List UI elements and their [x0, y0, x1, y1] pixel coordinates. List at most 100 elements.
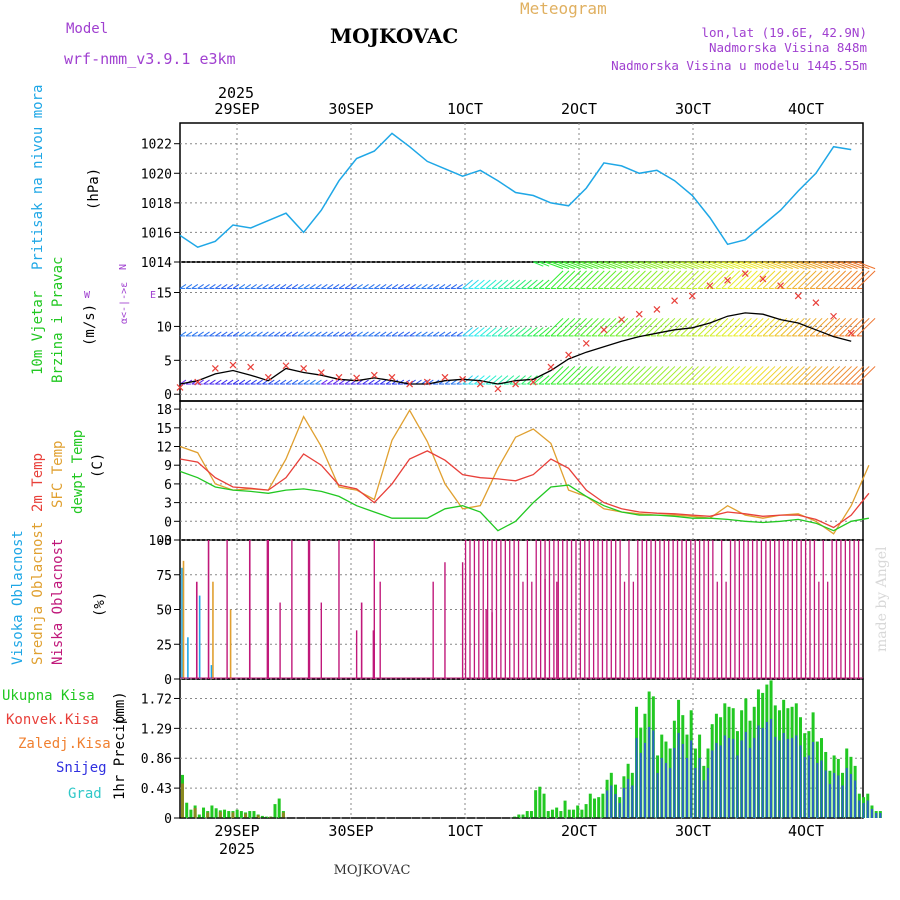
wind-barb: [833, 261, 852, 270]
wind-barb: [603, 270, 623, 289]
wind-barb: [338, 379, 346, 385]
mixed-precip-bar: [181, 783, 184, 818]
wind-barb: [215, 379, 222, 385]
wind-barb: [768, 317, 788, 337]
wind-barb: [650, 261, 670, 270]
precip-bar: [592, 798, 596, 818]
model-elevation: Nadmorska Visina u modelu 1445.55m: [611, 58, 867, 73]
wind-barb: [474, 327, 485, 337]
y-tick-label: -3: [156, 534, 172, 549]
wind-gust-marker: [777, 282, 784, 290]
precip-bar: [576, 805, 580, 818]
wind-barb: [462, 327, 473, 337]
legend-hail: Grad: [68, 786, 102, 802]
precip-bar: [210, 805, 214, 818]
snow-bar: [845, 767, 848, 818]
wind-barb: [326, 284, 334, 289]
snow-bar: [786, 738, 789, 818]
wind-gust-marker: [635, 310, 643, 318]
wind-barb: [421, 331, 428, 337]
y-tick-label: 0.86: [141, 752, 172, 767]
precip-bar: [202, 807, 206, 818]
wind-barb: [721, 317, 741, 337]
cloud-ylabel-low: Niska Oblacnost: [50, 539, 66, 665]
wind-gust-marker: [582, 339, 590, 347]
wind-barb: [450, 331, 458, 337]
snow-bar: [862, 802, 865, 818]
wind-barb: [244, 331, 252, 337]
wind-barb: [668, 366, 688, 385]
wind-barb: [550, 366, 570, 385]
day-label-bottom: 4OCT: [788, 822, 824, 840]
wind-barb: [827, 270, 847, 289]
y-tick-label: 0: [164, 388, 172, 403]
snow-bar: [614, 793, 617, 818]
snow-bar: [660, 757, 663, 818]
y-tick-label: 15: [156, 287, 172, 302]
wind-barb: [591, 261, 611, 270]
wind-barb: [786, 270, 805, 289]
y-tick-label: 1018: [141, 197, 172, 212]
wind-barb: [668, 317, 688, 337]
day-label-bottom: 2OCT: [561, 822, 597, 840]
wind-barb: [297, 284, 305, 289]
y-tick-label: 1.29: [141, 722, 172, 737]
wind-barb: [485, 279, 497, 289]
wind-barb: [438, 284, 446, 289]
wind-barb: [833, 366, 852, 385]
wind-barb: [450, 379, 458, 385]
wind-gust-marker: [847, 329, 855, 337]
wind-barb: [856, 317, 876, 337]
wind-barb: [238, 284, 246, 289]
wind-barb: [532, 327, 544, 337]
precip-bar: [597, 797, 601, 818]
wind-gust-marker: [459, 375, 467, 383]
wind-barb: [515, 279, 526, 289]
model-name: wrf-nmm_v3.9.1 e3km: [64, 50, 236, 68]
wind-barb: [368, 284, 375, 289]
y-tick-label: 10: [156, 320, 172, 335]
wind-barb: [556, 261, 575, 270]
wind-barb: [491, 279, 503, 289]
wind-barb: [739, 261, 758, 270]
wind-barb: [668, 261, 687, 270]
footer-station: MOJKOVAC: [334, 863, 411, 878]
wind-gust-marker: [565, 351, 573, 359]
wind-barb: [591, 366, 611, 385]
wind-barb: [374, 379, 381, 385]
direction-key-north: N: [118, 264, 129, 270]
wind-barb: [574, 261, 593, 270]
wind-gust-marker: [759, 275, 767, 283]
precip-bar: [273, 804, 277, 818]
wind-barb: [220, 284, 228, 289]
y-tick-label: 50: [156, 604, 172, 619]
wind-barb: [627, 261, 646, 270]
y-tick-label: 100: [149, 534, 172, 549]
wind-barb: [850, 366, 870, 385]
wind-barb: [750, 270, 770, 289]
wind-barb: [574, 270, 593, 289]
wind-barb: [226, 284, 234, 289]
wind-barb: [515, 327, 526, 337]
wind-barb: [709, 366, 729, 385]
wind-barb: [444, 284, 452, 289]
y-tick-label: 75: [156, 569, 172, 584]
wind-barb: [344, 284, 352, 289]
snow-bar: [770, 718, 773, 818]
mixed-precip-bar: [256, 815, 260, 818]
wind-barb: [668, 270, 688, 289]
wind-barb: [756, 366, 776, 385]
model-label: Model: [66, 21, 108, 37]
snow-bar: [681, 743, 684, 818]
wind-barb: [697, 261, 717, 270]
wind-barb: [692, 261, 711, 270]
wind-barb: [444, 331, 452, 337]
precip-bar: [584, 804, 588, 818]
wind-barb: [839, 317, 858, 337]
wind-barb: [215, 331, 222, 337]
wind-barb: [250, 284, 257, 289]
wind-barb: [674, 317, 693, 337]
wind-barb: [521, 279, 532, 289]
wind-gust-marker: [441, 373, 449, 381]
wind-gust-marker: [476, 380, 484, 388]
